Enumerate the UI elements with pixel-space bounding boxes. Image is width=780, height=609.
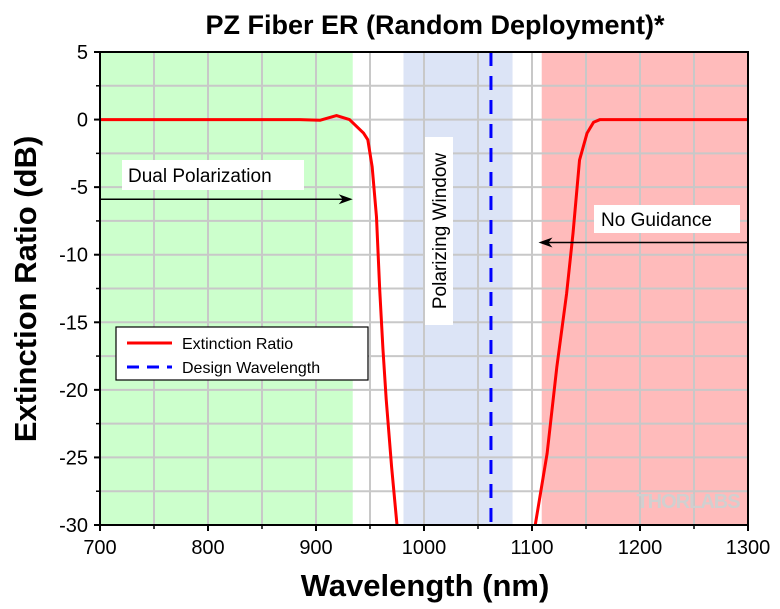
y-tick-label: -30 xyxy=(59,515,88,537)
polarizing-window-label-bg xyxy=(425,137,453,325)
y-tick-label: -10 xyxy=(59,245,88,267)
x-tick-label: 900 xyxy=(299,537,332,559)
no-guidance-label: No Guidance xyxy=(601,210,712,231)
y-axis-label: Extinction Ratio (dB) xyxy=(8,136,43,443)
y-tick-label: -25 xyxy=(59,447,88,469)
y-tick-label: 5 xyxy=(77,42,88,64)
y-tick-label: -20 xyxy=(59,380,88,402)
extinction-ratio-line xyxy=(533,118,748,526)
legend-label-design-wavelength: Design Wavelength xyxy=(182,360,320,377)
y-tick-label: -15 xyxy=(59,312,88,334)
dual-polarization-label: Dual Polarization xyxy=(128,166,272,187)
arrowhead-right-icon xyxy=(338,194,353,205)
chart-title: PZ Fiber ER (Random Deployment)* xyxy=(205,10,665,40)
extinction-ratio-line xyxy=(100,114,399,526)
x-tick-label: 1100 xyxy=(510,537,553,559)
x-axis-label: Wavelength (nm) xyxy=(301,568,550,603)
y-tick-label: -5 xyxy=(70,177,88,199)
polarizing-window-label: Polarizing Window xyxy=(430,153,451,310)
legend-label-extinction-ratio: Extinction Ratio xyxy=(182,336,293,353)
dual-polarization-label-bg xyxy=(122,160,304,190)
x-tick-label: 700 xyxy=(83,537,116,559)
thorlabs-watermark: THORLABS xyxy=(636,491,740,513)
x-tick-label: 1000 xyxy=(402,537,447,559)
x-tick-label: 1300 xyxy=(726,537,771,559)
y-tick-label: 0 xyxy=(77,110,88,132)
arrowhead-left-icon xyxy=(538,237,553,248)
legend: Extinction Ratio Design Wavelength xyxy=(115,326,369,381)
x-tick-label: 800 xyxy=(191,537,224,559)
no-guidance-label-bg xyxy=(594,205,740,233)
x-tick-label: 1200 xyxy=(618,537,663,559)
